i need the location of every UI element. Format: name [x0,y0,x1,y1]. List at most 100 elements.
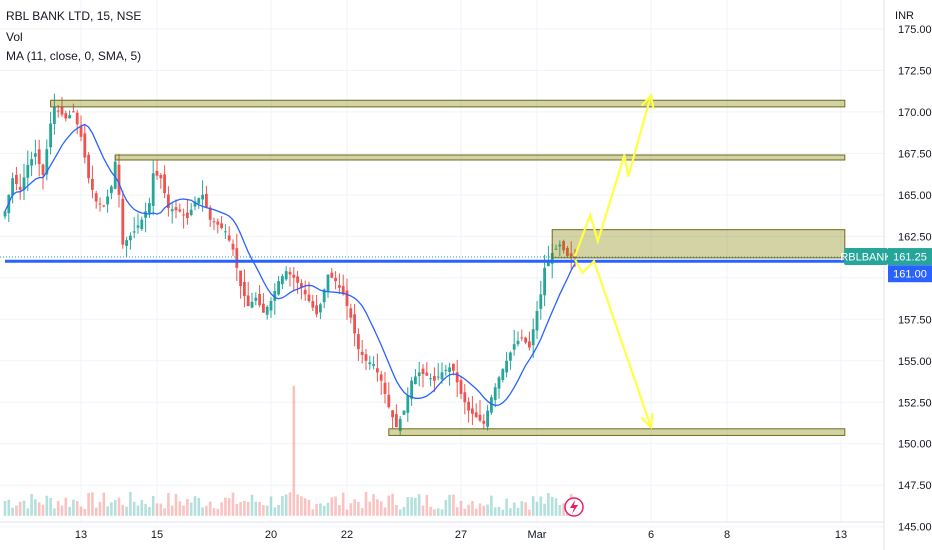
candle-body [60,106,64,115]
volume-bar [357,501,360,516]
time-tick-label: 6 [648,529,654,541]
candle-body [216,221,220,225]
time-tick-label: 13 [75,529,87,541]
candle-body [254,297,258,301]
volume-bar [376,499,379,516]
volume-bar [398,509,402,516]
candle-body [558,244,562,247]
candle-body [417,372,421,377]
candle-body [106,196,109,205]
price-tick-label: 157.50 [898,314,932,326]
candle-body [376,368,379,373]
price-tick-label: 155.00 [898,356,932,368]
candle-body [37,149,41,165]
legend-volume[interactable]: Vol [6,30,23,44]
volume-bar [296,494,299,516]
candle-body [383,382,387,394]
volume-bar [121,504,125,516]
volume-bar [94,507,98,516]
legend-moving-average[interactable]: MA (11, close, 0, SMA, 5) [6,49,142,63]
volume-bar [83,508,87,516]
candle-body [509,352,512,361]
volume-bar [459,500,463,516]
time-tick-label: 20 [265,529,277,541]
candle-body [239,270,242,287]
volume-bar [106,506,109,516]
volume-bar [421,505,425,516]
price-tick-label: 172.50 [898,65,932,77]
candle-body [349,308,353,318]
candle-body [368,362,372,365]
volume-bar [440,509,444,516]
projection-arrow [574,258,653,428]
volume-bar [201,507,204,516]
volume-bar [497,506,501,516]
candle-body [391,410,394,418]
candle-body [189,209,193,216]
volume-bar [303,498,307,516]
volume-bar [288,492,292,516]
candle-body [433,376,436,381]
volume-bar [444,500,448,516]
volume-bar [414,497,417,516]
volume-bar [262,505,265,516]
volume-bar [129,492,132,516]
candle-body [262,303,265,313]
volume-bar [151,495,155,516]
candle-body [235,248,239,268]
volume-bar [98,501,102,516]
candle-body [201,194,204,200]
candle-body [562,241,565,251]
volume-bar [315,503,318,516]
volume-bar [292,385,296,516]
volume-bar [159,503,163,516]
candle-body [414,376,417,385]
volume-bar [452,494,455,516]
price-tick-label: 150.00 [898,439,932,451]
candle-body [273,291,277,301]
candle-body [87,154,90,179]
candle-body [34,153,37,157]
candle-body [170,209,174,212]
candle-body [102,205,106,207]
legend-title[interactable]: RBL BANK LTD, 15, NSE [6,9,142,23]
volume-bar [379,501,383,516]
candle-body [535,310,539,331]
last-price-value: 161.25 [893,252,927,264]
volume-bar [174,493,178,516]
volume-bar [391,493,394,516]
candle-body [379,374,383,381]
volume-bar [433,509,436,516]
price-tick-label: 162.50 [898,231,932,243]
volume-bar [353,499,356,516]
symbol-badge[interactable] [844,248,888,266]
volume-bar [265,505,269,516]
volume-bar [516,507,520,516]
volume-bar [501,509,505,516]
candle-body [94,193,98,202]
volume-bar [258,501,261,516]
volume-bar [117,497,121,516]
volume-bar [372,494,375,516]
moving-average-line [4,123,576,407]
volume-bar [467,504,470,516]
candle-body [569,253,573,257]
candle-body [186,212,189,219]
volume-bar [91,492,94,516]
candle-body [30,159,33,166]
candle-body [220,223,223,229]
candle-body [524,337,527,343]
time-tick-label: 8 [724,529,730,541]
volume-bar [547,493,550,516]
arrow-head [640,92,655,110]
price-zone [114,154,846,161]
volume-bar [406,497,410,516]
candle-body [406,395,410,413]
candle-body [121,198,125,245]
volume-bar [341,492,345,516]
volume-bar [334,496,337,516]
candle-body [41,164,45,175]
candle-body [281,276,284,285]
candle-body [474,412,478,418]
